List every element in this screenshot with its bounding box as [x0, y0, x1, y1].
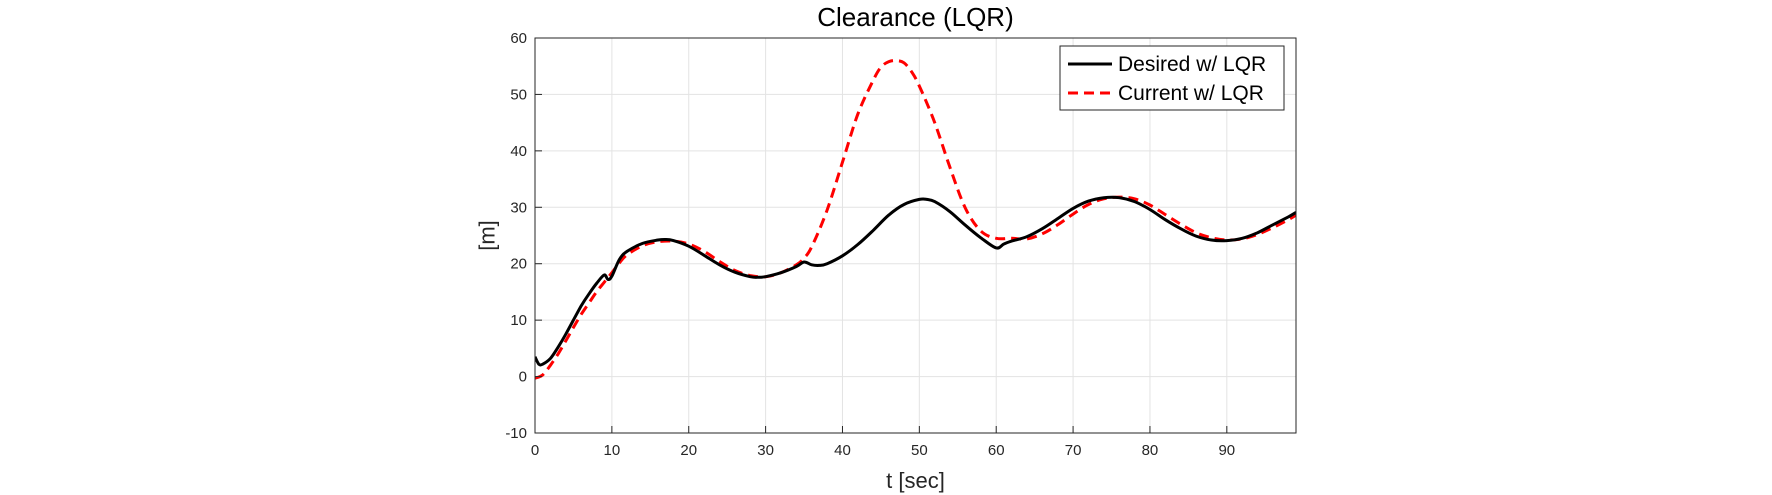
legend-label: Current w/ LQR [1118, 82, 1264, 105]
chart-title: Clearance (LQR) [817, 2, 1014, 32]
y-tick-label: 60 [510, 30, 527, 47]
x-axis-label: t [sec] [886, 468, 945, 493]
x-tick-label: 10 [604, 442, 621, 459]
x-tick-label: 40 [834, 442, 851, 459]
x-tick-label: 20 [680, 442, 697, 459]
x-tick-label: 90 [1218, 442, 1235, 459]
x-axis: 0 10 20 30 40 50 60 70 80 90 [531, 426, 1235, 459]
y-tick-label: 40 [510, 143, 527, 160]
grid [535, 38, 1296, 433]
x-tick-label: 30 [757, 442, 774, 459]
x-tick-label: 70 [1065, 442, 1082, 459]
x-tick-label: 0 [531, 442, 539, 459]
y-tick-label: 0 [519, 369, 527, 386]
legend: Desired w/ LQR Current w/ LQR [1059, 45, 1285, 111]
y-axis: -10 0 10 20 30 40 50 60 [505, 30, 542, 442]
x-tick-label: 80 [1142, 442, 1159, 459]
series-layer [535, 59, 1296, 380]
plot-area-frame [534, 37, 1297, 434]
y-axis-label: [m] [475, 220, 500, 251]
legend-label: Desired w/ LQR [1118, 53, 1266, 76]
legend-box [1059, 45, 1285, 111]
x-tick-label: 60 [988, 442, 1005, 459]
series-line-desired-w-lqr [535, 195, 1296, 367]
y-tick-label: 50 [510, 86, 527, 103]
x-tick-label: 50 [911, 442, 928, 459]
y-tick-label: 10 [510, 312, 527, 329]
y-tick-label: 20 [510, 256, 527, 273]
y-tick-label: -10 [505, 425, 527, 442]
y-tick-label: 30 [510, 199, 527, 216]
